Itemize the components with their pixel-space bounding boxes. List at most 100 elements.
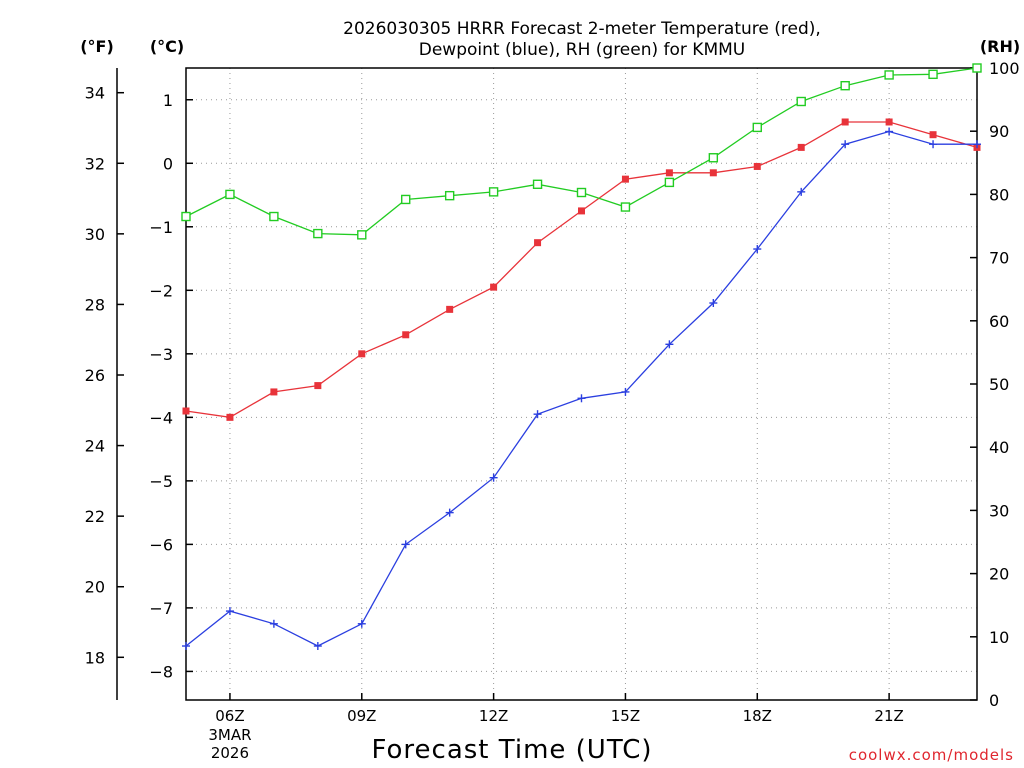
dewpoint-point bbox=[577, 394, 586, 403]
rh-point bbox=[269, 211, 279, 222]
rh-tick-label: 90 bbox=[989, 122, 1009, 141]
rh-tick-label: 10 bbox=[989, 628, 1009, 647]
rh-point bbox=[884, 70, 894, 80]
dewpoint-point bbox=[489, 473, 498, 482]
gridlines bbox=[186, 68, 977, 700]
celsius-unit-label: (°C) bbox=[150, 37, 184, 56]
dewpoint-point bbox=[445, 508, 454, 517]
rh-point bbox=[708, 153, 719, 163]
rh-point bbox=[928, 69, 938, 80]
dewpoint-point bbox=[709, 299, 718, 308]
rh-point bbox=[972, 63, 982, 73]
rh-point bbox=[840, 80, 850, 91]
dewpoint-point bbox=[182, 642, 190, 651]
dewpoint-point bbox=[885, 127, 894, 136]
celsius-tick-label: −5 bbox=[149, 472, 173, 491]
credit-text: coolwx.com/models bbox=[849, 746, 1014, 764]
temperature-point bbox=[709, 169, 717, 177]
rh-point bbox=[576, 187, 587, 198]
dewpoint-point bbox=[753, 245, 762, 254]
rh-tick-label: 30 bbox=[989, 501, 1009, 520]
dewpoint-point bbox=[357, 619, 366, 628]
temperature-point bbox=[621, 175, 629, 183]
series-layer bbox=[181, 63, 982, 651]
rh-tick-label: 70 bbox=[989, 249, 1009, 268]
celsius-tick-label: −7 bbox=[149, 599, 173, 618]
rh-point bbox=[796, 96, 806, 107]
rh-point bbox=[357, 230, 367, 240]
dewpoint-point bbox=[973, 140, 981, 149]
fahrenheit-tick-label: 24 bbox=[85, 437, 105, 456]
x-tick-label: 18Z bbox=[743, 707, 772, 725]
x-date-label: 2026 bbox=[211, 744, 249, 762]
temperature-point bbox=[446, 305, 454, 313]
celsius-tick-label: −1 bbox=[149, 218, 173, 237]
temperature-point bbox=[270, 388, 278, 396]
rh-tick-label: 50 bbox=[989, 375, 1009, 394]
dewpoint-point bbox=[665, 340, 674, 349]
rh-unit-label: (RH) bbox=[980, 37, 1020, 56]
rh-point bbox=[444, 190, 455, 201]
rh-point bbox=[401, 194, 411, 205]
celsius-tick-label: 0 bbox=[163, 154, 173, 173]
dewpoint-point bbox=[225, 607, 234, 616]
temperature-point bbox=[929, 131, 937, 139]
dewpoint-point bbox=[797, 187, 806, 196]
rh-point bbox=[313, 228, 323, 239]
rh-tick-label: 40 bbox=[989, 438, 1009, 457]
fahrenheit-tick-label: 32 bbox=[85, 154, 105, 173]
dewpoint-point bbox=[401, 540, 410, 549]
celsius-tick-label: −2 bbox=[149, 281, 173, 300]
fahrenheit-unit-label: (°F) bbox=[80, 37, 114, 56]
dewpoint-point bbox=[929, 140, 938, 149]
rh-tick-label: 0 bbox=[989, 691, 999, 710]
rh-point bbox=[181, 211, 191, 222]
fahrenheit-tick-label: 20 bbox=[85, 578, 105, 597]
dewpoint-point bbox=[621, 387, 630, 396]
x-axis-label: Forecast Time (UTC) bbox=[371, 735, 652, 765]
temperature-point bbox=[534, 239, 542, 247]
chart-title-line-2: Dewpoint (blue), RH (green) for KMMU bbox=[419, 40, 746, 60]
celsius-tick-label: −4 bbox=[149, 408, 173, 427]
rh-point bbox=[225, 189, 235, 200]
temperature-point bbox=[226, 413, 234, 421]
temperature-point bbox=[182, 407, 190, 415]
series-line-temperature bbox=[185, 121, 978, 418]
temperature-point bbox=[358, 350, 366, 358]
temperature-point bbox=[490, 283, 498, 291]
temperature-point bbox=[314, 382, 322, 390]
celsius-tick-label: 1 bbox=[163, 91, 173, 110]
rh-point bbox=[488, 187, 499, 197]
x-tick-label: 09Z bbox=[347, 707, 376, 725]
x-tick-label: 06Z bbox=[215, 707, 244, 725]
temperature-point bbox=[402, 331, 410, 339]
rh-tick-label: 100 bbox=[989, 59, 1020, 78]
celsius-tick-label: −3 bbox=[149, 345, 173, 364]
tick-labels: 10−1−2−3−4−5−6−7−83432302826242220181009… bbox=[85, 59, 1020, 762]
celsius-tick-label: −8 bbox=[149, 662, 173, 681]
temperature-point bbox=[797, 143, 805, 151]
chart-title-line-1: 2026030305 HRRR Forecast 2-meter Tempera… bbox=[343, 19, 821, 39]
fahrenheit-tick-label: 28 bbox=[85, 295, 105, 314]
x-date-label: 3MAR bbox=[208, 726, 251, 744]
temperature-point bbox=[841, 118, 849, 126]
fahrenheit-tick-label: 22 bbox=[85, 507, 105, 526]
temperature-point bbox=[665, 169, 673, 177]
dewpoint-point bbox=[841, 140, 850, 149]
celsius-tick-label: −6 bbox=[149, 535, 173, 554]
fahrenheit-tick-label: 18 bbox=[85, 648, 105, 667]
rh-point bbox=[620, 202, 631, 212]
rh-point bbox=[532, 179, 543, 189]
temperature-point bbox=[578, 207, 585, 215]
temperature-point bbox=[753, 162, 761, 170]
x-tick-label: 12Z bbox=[479, 707, 508, 725]
x-tick-label: 15Z bbox=[611, 707, 640, 725]
dewpoint-point bbox=[533, 410, 542, 419]
rh-point bbox=[664, 177, 675, 188]
fahrenheit-tick-label: 26 bbox=[85, 366, 105, 385]
axes bbox=[116, 67, 978, 701]
fahrenheit-tick-label: 34 bbox=[85, 84, 105, 103]
x-tick-label: 21Z bbox=[874, 707, 903, 725]
fahrenheit-tick-label: 30 bbox=[85, 225, 105, 244]
